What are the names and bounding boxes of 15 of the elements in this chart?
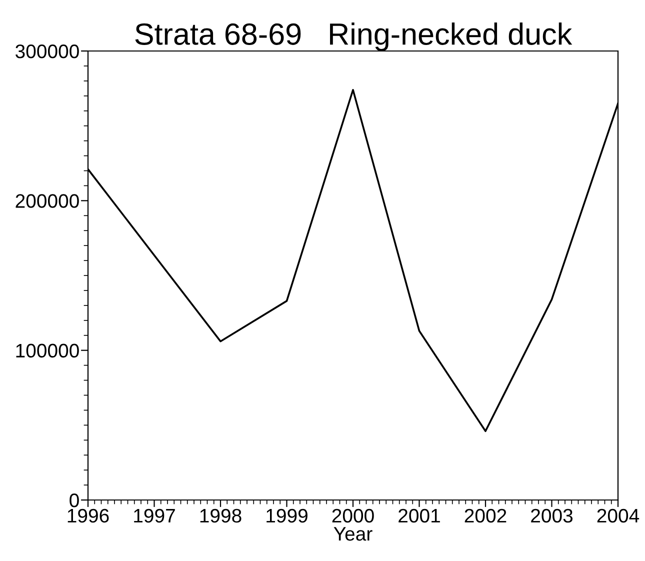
x-tick-label: 2001 <box>398 508 440 523</box>
x-tick-label: 1997 <box>134 508 175 523</box>
x-tick-label: 2002 <box>464 508 506 523</box>
x-tick-label: 1996 <box>68 508 109 523</box>
y-tick-label: 200000 <box>16 194 79 208</box>
chart-title: Strata 68-69 Ring-necked duck <box>135 22 572 51</box>
y-tick-label: 100000 <box>16 344 79 358</box>
y-tick-label: 0 <box>70 493 79 508</box>
y-tick-label: 300000 <box>16 44 79 58</box>
x-tick-label: 1999 <box>266 508 308 523</box>
x-tick-label: 2004 <box>597 508 640 523</box>
x-tick-label: 2000 <box>332 508 374 523</box>
x-tick-label: 2003 <box>531 508 573 523</box>
x-tick-label: 1998 <box>200 508 242 523</box>
x-axis-title: Year <box>334 527 372 541</box>
